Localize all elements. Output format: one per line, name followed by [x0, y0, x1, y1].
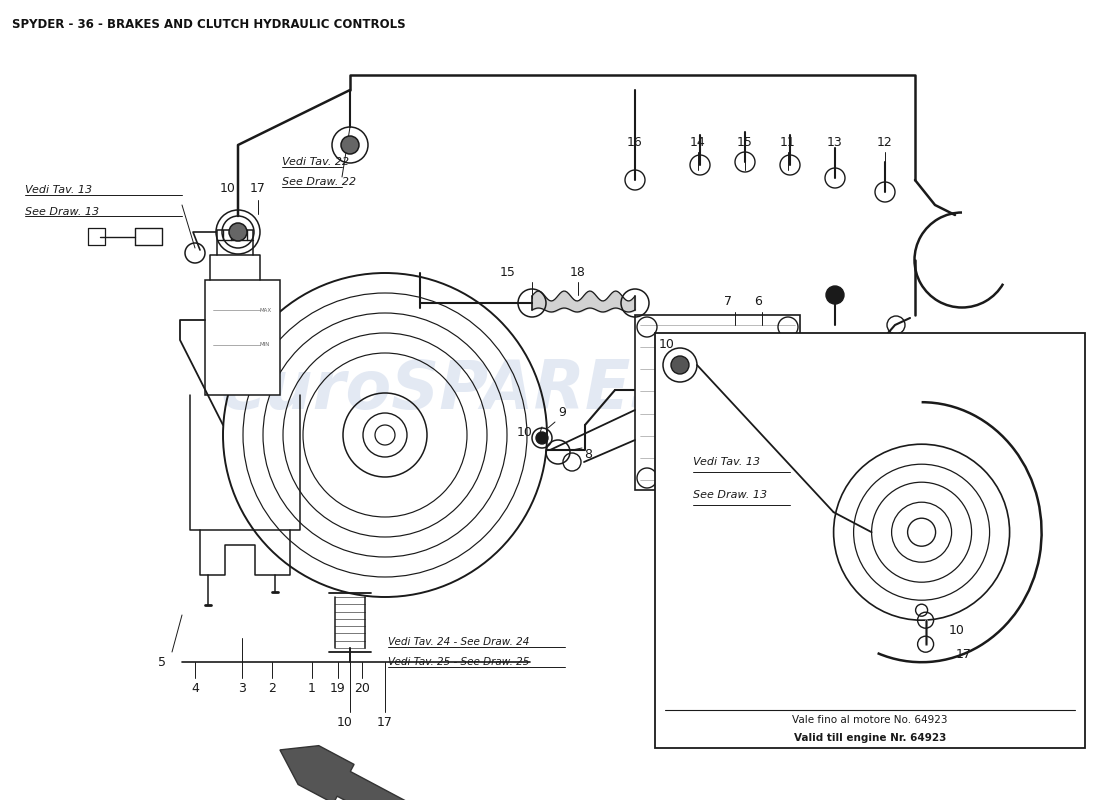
Polygon shape	[279, 746, 414, 800]
Text: 11: 11	[780, 135, 796, 149]
Text: 17: 17	[250, 182, 266, 194]
Circle shape	[830, 375, 845, 390]
Circle shape	[536, 432, 548, 444]
Text: euroSPARES: euroSPARES	[221, 357, 679, 423]
Text: 10: 10	[337, 715, 353, 729]
Text: 9: 9	[558, 406, 565, 418]
Text: See Draw. 22: See Draw. 22	[282, 177, 356, 187]
Text: 1: 1	[308, 682, 316, 694]
Text: 7: 7	[724, 295, 732, 309]
Text: Vedi Tav. 25 - See Draw. 25: Vedi Tav. 25 - See Draw. 25	[388, 657, 529, 667]
Text: euroSPARES: euroSPARES	[686, 461, 954, 499]
Text: MIN: MIN	[260, 342, 271, 347]
Text: Vedi Tav. 24 - See Draw. 24: Vedi Tav. 24 - See Draw. 24	[388, 637, 529, 647]
Circle shape	[826, 286, 844, 304]
Circle shape	[671, 356, 689, 374]
FancyBboxPatch shape	[635, 315, 800, 490]
Text: 5: 5	[158, 655, 166, 669]
Text: Vedi Tav. 13: Vedi Tav. 13	[25, 185, 92, 195]
Text: 10: 10	[220, 182, 235, 194]
Text: 13: 13	[827, 135, 843, 149]
Text: MAX: MAX	[260, 307, 272, 313]
Text: 14: 14	[690, 135, 706, 149]
Text: 15: 15	[737, 135, 752, 149]
FancyBboxPatch shape	[654, 333, 1085, 748]
Text: 10: 10	[948, 624, 965, 637]
Text: 19: 19	[330, 682, 345, 694]
Text: 15: 15	[500, 266, 516, 278]
Text: 16: 16	[627, 135, 642, 149]
Text: Vale fino al motore No. 64923: Vale fino al motore No. 64923	[792, 715, 948, 725]
Text: 17: 17	[956, 648, 971, 661]
Text: 8: 8	[584, 449, 592, 462]
Circle shape	[341, 136, 359, 154]
Text: 12: 12	[877, 135, 893, 149]
Text: 20: 20	[354, 682, 370, 694]
Text: Vedi Tav. 13: Vedi Tav. 13	[693, 457, 760, 466]
Text: See Draw. 13: See Draw. 13	[693, 490, 767, 500]
Text: 3: 3	[238, 682, 246, 694]
FancyBboxPatch shape	[205, 280, 280, 395]
Text: 2: 2	[268, 682, 276, 694]
Circle shape	[229, 223, 248, 241]
Text: 6: 6	[755, 295, 762, 309]
Text: 10: 10	[659, 338, 675, 351]
Text: 18: 18	[570, 266, 586, 278]
Text: SPYDER - 36 - BRAKES AND CLUTCH HYDRAULIC CONTROLS: SPYDER - 36 - BRAKES AND CLUTCH HYDRAULI…	[12, 18, 406, 31]
Text: Vedi Tav. 22: Vedi Tav. 22	[282, 157, 349, 167]
Text: 4: 4	[191, 682, 199, 694]
Text: 10: 10	[517, 426, 532, 438]
Text: See Draw. 13: See Draw. 13	[25, 207, 99, 217]
Text: 17: 17	[377, 715, 393, 729]
Text: Valid till engine Nr. 64923: Valid till engine Nr. 64923	[794, 733, 946, 743]
